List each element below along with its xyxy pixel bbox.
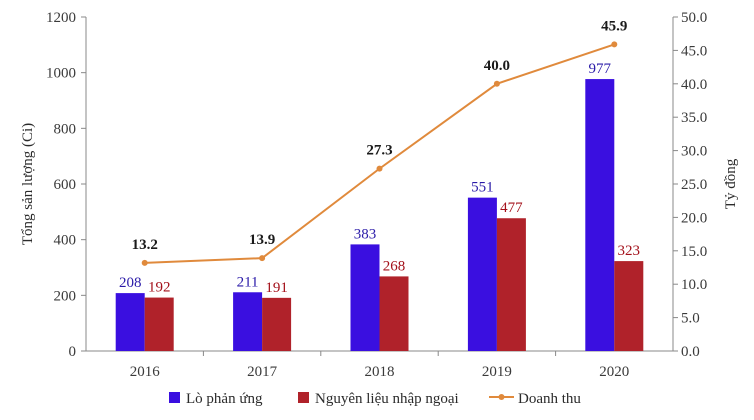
y2-tick-label: 20.0	[681, 210, 707, 226]
bar-imported	[496, 218, 526, 351]
bar-series	[115, 79, 644, 352]
bar-imported	[144, 297, 174, 351]
y-tick-label: 0	[69, 344, 77, 360]
bar-reactor	[115, 293, 145, 351]
revenue-point	[493, 80, 500, 87]
y-tick-label: 800	[54, 121, 77, 137]
bar-label-imported: 323	[618, 243, 641, 259]
revenue-label: 13.2	[132, 237, 158, 253]
legend-swatch-revenue-marker	[498, 394, 505, 400]
y-tick-label: 1000	[46, 66, 76, 82]
bar-label-reactor: 208	[119, 275, 142, 291]
line-series	[141, 41, 618, 266]
bar-label-imported: 477	[500, 200, 523, 216]
y2-tick-label: 30.0	[681, 144, 707, 160]
y2-tick-label: 40.0	[681, 77, 707, 93]
y2-tick-label: 15.0	[681, 244, 707, 260]
legend-label-reactor: Lò phản ứng	[186, 391, 263, 407]
bar-label-imported: 191	[265, 280, 288, 296]
y-axis-title: Tổng sản lượng (Ci)	[20, 123, 36, 245]
bar-label-imported: 268	[383, 258, 406, 274]
y-tick-label: 400	[54, 233, 77, 249]
legend-swatch-imported	[298, 392, 309, 403]
revenue-point	[376, 165, 383, 172]
bar-imported	[379, 276, 409, 351]
y2-tick-label: 0.0	[681, 344, 700, 360]
x-tick-label: 2017	[247, 364, 278, 380]
bar-reactor	[233, 292, 263, 351]
y2-tick-label: 5.0	[681, 311, 700, 327]
revenue-point	[259, 255, 266, 262]
bar-imported	[614, 261, 644, 351]
x-axis-ticks: 2016 2017 2018 2019 2020	[130, 351, 629, 380]
legend-swatch-reactor	[169, 392, 180, 403]
y2-tick-label: 50.0	[681, 10, 707, 26]
x-tick-label: 2018	[365, 364, 395, 380]
y2-tick-label: 45.0	[681, 43, 707, 59]
x-tick-label: 2016	[130, 364, 161, 380]
bar-label-reactor: 977	[589, 61, 612, 77]
revenue-point	[141, 259, 148, 266]
bar-reactor	[467, 197, 497, 351]
bar-reactor	[585, 79, 615, 352]
y2-axis-title: Tỷ đồng	[723, 158, 739, 209]
bar-imported	[262, 297, 292, 351]
y-tick-label: 1200	[46, 10, 76, 26]
bar-label-reactor: 551	[471, 180, 494, 196]
bar-reactor	[350, 244, 380, 351]
revenue-label: 13.9	[249, 232, 275, 248]
bar-label-imported: 192	[148, 280, 171, 296]
revenue-label: 40.0	[484, 58, 510, 74]
left-axis-ticks: 0 200 400 600 800 1000 1200	[46, 10, 86, 360]
y-tick-label: 600	[54, 177, 77, 193]
y2-tick-label: 25.0	[681, 177, 707, 193]
bar-label-reactor: 211	[237, 274, 259, 290]
legend-label-imported: Nguyên liệu nhập ngoại	[315, 391, 459, 407]
y2-tick-label: 10.0	[681, 277, 707, 293]
bar-label-reactor: 383	[354, 226, 377, 242]
right-axis-ticks: 0.0 5.0 10.0 15.0 20.0 25.0 30.0 35.0 40.0 45.0 50…	[673, 10, 707, 360]
data-labels: 208 211 383 551 977 192 191 268 477 323 13.2 13.9 27…	[119, 18, 640, 295]
x-tick-label: 2019	[482, 364, 512, 380]
y-tick-label: 200	[54, 288, 77, 304]
x-tick-label: 2020	[599, 364, 629, 380]
revenue-label: 27.3	[366, 143, 392, 159]
revenue-label: 45.9	[601, 18, 627, 34]
y2-tick-label: 35.0	[681, 110, 707, 126]
legend-label-revenue: Doanh thu	[518, 391, 581, 407]
legend: Lò phản ứng Nguyên liệu nhập ngoại Doanh…	[169, 391, 581, 407]
revenue-point	[611, 41, 618, 48]
